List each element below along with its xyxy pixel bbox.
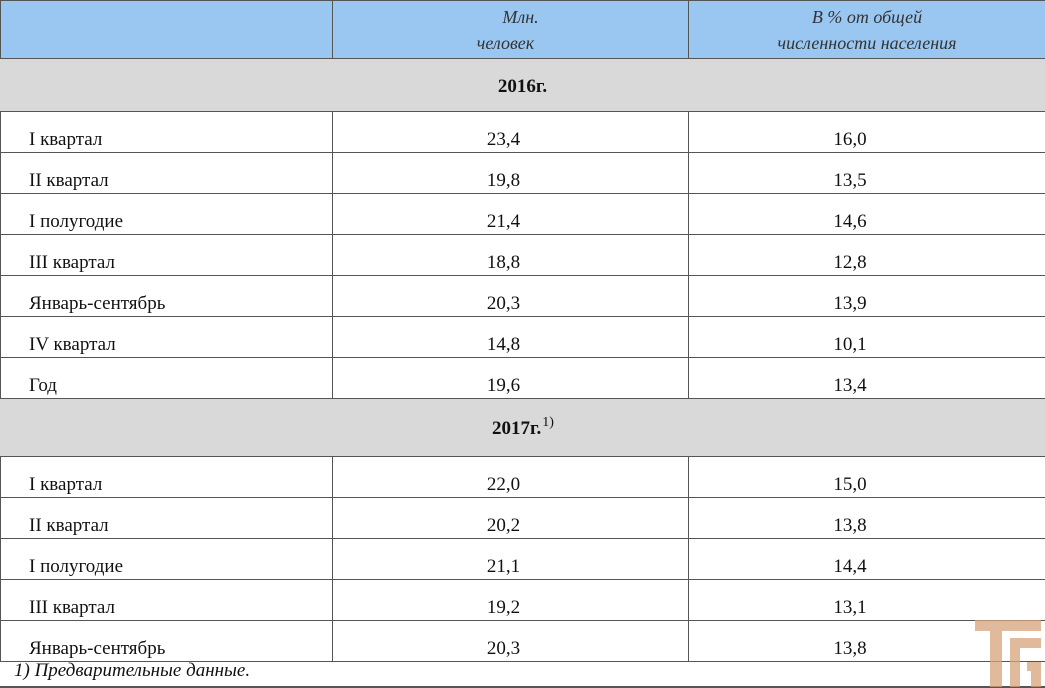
header-mln-people: Млн. человек [332, 0, 689, 59]
year-text: 2017г. [492, 418, 542, 439]
bottom-divider [0, 686, 1045, 688]
table-row: III квартал 18,8 12,8 [0, 234, 1045, 276]
value-mln: 19,6 [332, 357, 689, 399]
row-label: II квартал [0, 497, 333, 539]
value-percent: 13,8 [688, 497, 1045, 539]
row-label: I полугодие [0, 538, 333, 580]
value-mln: 21,4 [332, 193, 689, 235]
watermark-logo-icon [975, 620, 1041, 687]
value-mln: 21,1 [332, 538, 689, 580]
header-percent-line2: численности населения [777, 32, 957, 53]
table-row: Год 19,6 13,4 [0, 357, 1045, 399]
header-percent-line1: В % от общей [811, 6, 923, 27]
value-percent: 13,4 [688, 357, 1045, 399]
row-label: III квартал [0, 579, 333, 621]
value-mln: 18,8 [332, 234, 689, 276]
table-row: Январь-сентябрь 20,3 13,9 [0, 275, 1045, 317]
value-percent: 16,0 [688, 111, 1045, 153]
row-label: I квартал [0, 111, 333, 153]
header-mln-line1: Млн. [502, 6, 539, 27]
year-label: 2016г. [0, 58, 1045, 112]
value-percent: 13,5 [688, 152, 1045, 194]
header-mln-line2: человек [476, 32, 535, 53]
value-percent: 10,1 [688, 316, 1045, 358]
footnote: 1) Предварительные данные. [14, 660, 251, 681]
row-label: I полугодие [0, 193, 333, 235]
year-label: 2017г.1) [0, 398, 1045, 457]
header-empty-cell [0, 0, 333, 59]
row-label: III квартал [0, 234, 333, 276]
footnote-marker: 1) [542, 415, 554, 430]
table-row: III квартал 19,2 13,1 [0, 579, 1045, 621]
value-percent: 14,4 [688, 538, 1045, 580]
table-row: II квартал 19,8 13,5 [0, 152, 1045, 194]
table-row: I квартал 23,4 16,0 [0, 111, 1045, 153]
value-percent: 15,0 [688, 456, 1045, 498]
value-mln: 22,0 [332, 456, 689, 498]
row-label: I квартал [0, 456, 333, 498]
value-mln: 14,8 [332, 316, 689, 358]
value-percent: 14,6 [688, 193, 1045, 235]
value-mln: 20,3 [332, 620, 689, 662]
value-mln: 19,2 [332, 579, 689, 621]
table-row: I квартал 22,0 15,0 [0, 456, 1045, 498]
table-row: Январь-сентябрь 20,3 13,8 [0, 620, 1045, 662]
value-mln: 23,4 [332, 111, 689, 153]
table-row: IV квартал 14,8 10,1 [0, 316, 1045, 358]
table-row: I полугодие 21,1 14,4 [0, 538, 1045, 580]
table-row: I полугодие 21,4 14,6 [0, 193, 1045, 235]
row-label: Год [0, 357, 333, 399]
year-row-2017: 2017г.1) [0, 398, 1045, 457]
year-row-2016: 2016г. [0, 58, 1045, 112]
value-mln: 20,2 [332, 497, 689, 539]
value-mln: 20,3 [332, 275, 689, 317]
row-label: IV квартал [0, 316, 333, 358]
value-percent: 12,8 [688, 234, 1045, 276]
row-label: Январь-сентябрь [0, 620, 333, 662]
header-percent-population: В % от общей численности населения [688, 0, 1045, 59]
value-percent: 13,9 [688, 275, 1045, 317]
value-percent: 13,1 [688, 579, 1045, 621]
row-label: Январь-сентябрь [0, 275, 333, 317]
value-mln: 19,8 [332, 152, 689, 194]
table-row: II квартал 20,2 13,8 [0, 497, 1045, 539]
row-label: II квартал [0, 152, 333, 194]
year-text: 2016г. [497, 75, 548, 97]
table-header-row: Млн. человек В % от общей численности на… [0, 0, 1045, 59]
poverty-table: Млн. человек В % от общей численности на… [0, 0, 1045, 662]
